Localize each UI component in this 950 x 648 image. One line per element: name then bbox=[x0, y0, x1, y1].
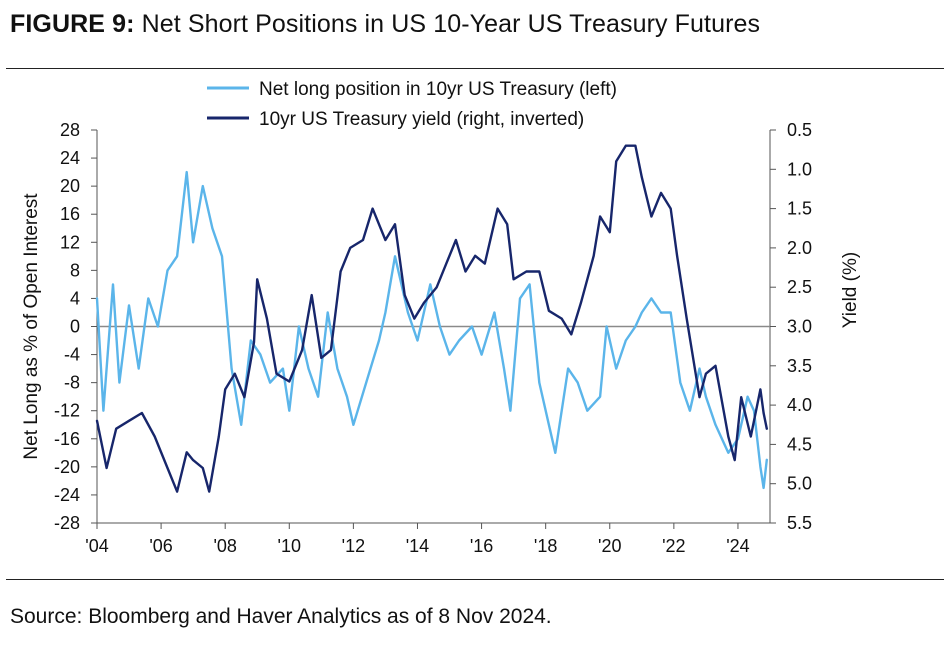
left-tick-label: 8 bbox=[70, 260, 80, 280]
x-tick-label: '04 bbox=[85, 536, 108, 556]
x-tick-label: '24 bbox=[726, 536, 749, 556]
right-tick-label: 2.5 bbox=[787, 277, 812, 297]
left-tick-label: -12 bbox=[54, 401, 80, 421]
left-tick-label: 4 bbox=[70, 288, 80, 308]
left-tick-label: -28 bbox=[54, 513, 80, 533]
left-tick-label: -4 bbox=[64, 345, 80, 365]
right-tick-label: 2.0 bbox=[787, 238, 812, 258]
left-tick-label: 12 bbox=[60, 232, 80, 252]
right-tick-label: 4.5 bbox=[787, 434, 812, 454]
left-axis-title: Net Long as % of Open Interest bbox=[21, 193, 42, 460]
right-tick-label: 5.0 bbox=[787, 474, 812, 494]
x-tick-label: '20 bbox=[598, 536, 621, 556]
x-tick-label: '06 bbox=[149, 536, 172, 556]
figure-number: FIGURE 9: bbox=[10, 10, 135, 38]
right-tick-label: 3.5 bbox=[787, 356, 812, 376]
x-tick-label: '12 bbox=[342, 536, 365, 556]
series-line-yield bbox=[95, 144, 768, 493]
dual-axis-line-chart: 28 24 20 16 12 8 4 0 -4 -8 -12 -16 -20 -24 -28 0.5 1.0 1.… bbox=[21, 79, 861, 556]
left-tick-label: -20 bbox=[54, 457, 80, 477]
right-tick-label: 3.0 bbox=[787, 317, 812, 337]
bottom-divider bbox=[6, 579, 944, 580]
x-tick-label: '22 bbox=[662, 536, 685, 556]
left-tick-label: -16 bbox=[54, 429, 80, 449]
right-tick-label: 0.5 bbox=[787, 120, 812, 140]
left-tick-label: -24 bbox=[54, 485, 80, 505]
right-tick-label: 1.0 bbox=[787, 159, 812, 179]
x-tick-label: '08 bbox=[213, 536, 236, 556]
figure-title-text: Net Short Positions in US 10-Year US Tre… bbox=[141, 10, 761, 38]
x-tick-label: '18 bbox=[534, 536, 557, 556]
left-tick-label: 16 bbox=[60, 204, 80, 224]
left-tick-label: 0 bbox=[70, 317, 80, 337]
right-tick-label: 1.5 bbox=[787, 199, 812, 219]
left-tick-label: 20 bbox=[60, 176, 80, 196]
left-tick-label: -8 bbox=[64, 373, 80, 393]
x-tick-label: '14 bbox=[406, 536, 429, 556]
x-tick-label: '16 bbox=[470, 536, 493, 556]
series-line-net-long bbox=[95, 170, 768, 490]
right-axis-title: Yield (%) bbox=[840, 252, 861, 328]
source-note: Source: Bloomberg and Haver Analytics as… bbox=[10, 605, 552, 628]
legend-label: 10yr US Treasury yield (right, inverted) bbox=[259, 109, 584, 130]
top-divider bbox=[6, 68, 944, 69]
left-tick-label: 24 bbox=[60, 148, 80, 168]
x-tick-label: '10 bbox=[278, 536, 301, 556]
legend-label: Net long position in 10yr US Treasury (l… bbox=[259, 79, 617, 100]
right-tick-label: 5.5 bbox=[787, 513, 812, 533]
right-tick-label: 4.0 bbox=[787, 395, 812, 415]
left-tick-label: 28 bbox=[60, 120, 80, 140]
figure-title: FIGURE 9: Net Short Positions in US 10-Y… bbox=[10, 10, 760, 39]
